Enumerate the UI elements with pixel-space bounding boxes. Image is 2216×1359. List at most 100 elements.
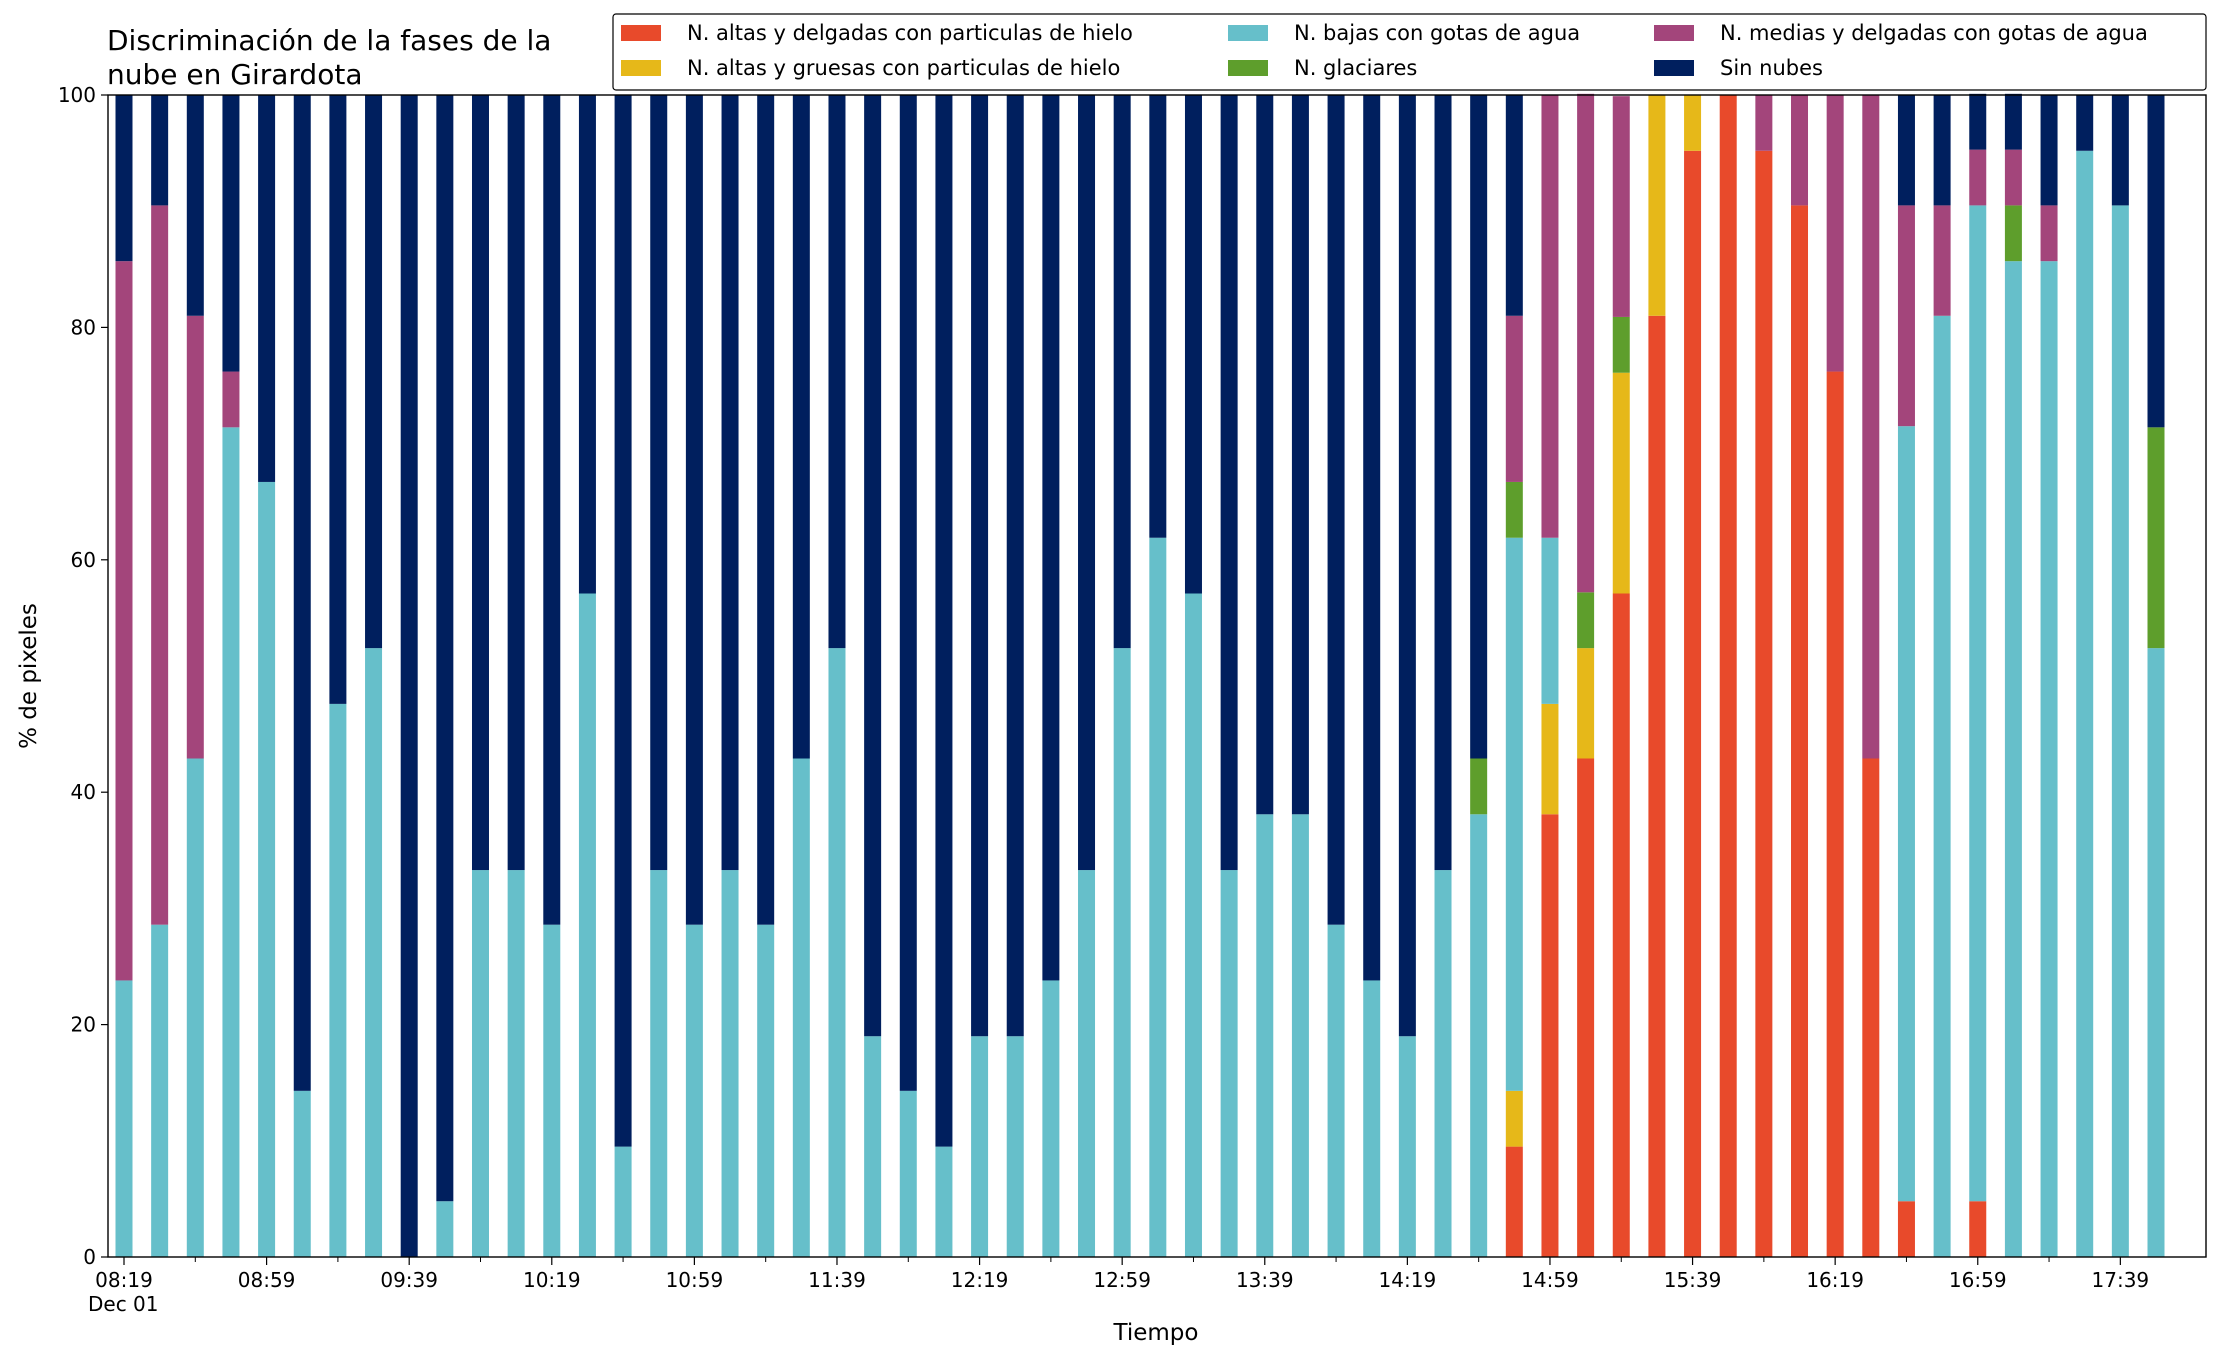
legend-swatch xyxy=(1654,60,1694,76)
bar-segment xyxy=(115,980,133,1257)
y-axis-label: % de pixeles xyxy=(16,603,42,749)
bar-segment xyxy=(436,95,454,1202)
bar-segment xyxy=(1505,95,1523,316)
bar-segment xyxy=(1078,870,1096,1257)
bar-segment xyxy=(1684,95,1702,151)
bar-segment xyxy=(685,95,703,925)
x-date-label: Dec 01 xyxy=(88,1292,159,1316)
bar-segment xyxy=(471,95,489,871)
bar-segment xyxy=(1505,537,1523,1091)
bar-segment xyxy=(792,95,810,759)
x-axis-label: Tiempo xyxy=(1113,1320,1199,1346)
bar-segment xyxy=(721,870,739,1257)
bar-segment xyxy=(1684,150,1702,1257)
x-tick-label: 08:19 xyxy=(95,1268,153,1292)
bar-segment xyxy=(757,924,775,1257)
bar-segment xyxy=(2111,95,2129,206)
bar-segment xyxy=(1897,426,1915,1202)
bar-segment xyxy=(1042,95,1060,981)
bar-segment xyxy=(935,95,953,1147)
bar-segment xyxy=(1006,95,1024,1037)
bar-segment xyxy=(614,95,632,1147)
bar-segment xyxy=(1933,95,1951,206)
bar-segment xyxy=(2111,205,2129,1257)
bar-segment xyxy=(757,95,775,925)
bar-segment xyxy=(792,758,810,1257)
bar-segment xyxy=(2040,261,2058,1257)
y-tick-label: 60 xyxy=(71,548,96,572)
bar-segment xyxy=(2147,95,2165,428)
bar-segment xyxy=(2004,205,2022,262)
bar-segment xyxy=(293,95,311,1091)
bar-segment xyxy=(2004,93,2022,150)
bar-segment xyxy=(2076,95,2094,151)
x-tick-label: 14:59 xyxy=(1521,1268,1579,1292)
bar-segment xyxy=(1398,95,1416,1037)
bar-segment xyxy=(1612,372,1630,594)
bar-segment xyxy=(1184,95,1202,594)
bar-segment xyxy=(258,95,276,482)
bar-segment xyxy=(1719,95,1737,1257)
bar-segment xyxy=(1541,95,1559,538)
bar-segment xyxy=(971,95,989,1037)
bar-segment xyxy=(1113,648,1131,1257)
legend-swatch xyxy=(1228,25,1268,41)
bar-segment xyxy=(1897,205,1915,427)
bar-segment xyxy=(899,1090,917,1257)
bar-segment xyxy=(1434,95,1452,871)
bar-segment xyxy=(2040,95,2058,206)
x-tick-label: 13:39 xyxy=(1236,1268,1294,1292)
bar-segment xyxy=(1577,592,1595,649)
bar-segment xyxy=(899,95,917,1091)
bar-segment xyxy=(935,1146,953,1257)
bar-segment xyxy=(1291,95,1309,815)
x-tick-label: 11:39 xyxy=(808,1268,866,1292)
bar-segment xyxy=(1755,95,1773,151)
bar-segment xyxy=(507,95,525,871)
y-tick-label: 100 xyxy=(58,83,96,107)
legend-label: N. glaciares xyxy=(1294,56,1417,80)
bar-segment xyxy=(1363,980,1381,1257)
bar-segment xyxy=(1933,315,1951,1257)
bar-segment xyxy=(2004,261,2022,1257)
bar-segment xyxy=(543,924,561,1257)
y-tick-label: 40 xyxy=(71,780,96,804)
bar-segment xyxy=(1862,95,1880,759)
bar-segment xyxy=(186,758,204,1257)
legend-swatch xyxy=(621,60,661,76)
bar-segment xyxy=(222,371,240,428)
bar-segment xyxy=(1969,1201,1987,1257)
plot-frame xyxy=(107,94,2207,1258)
bar-segment xyxy=(1363,95,1381,981)
chart-title: Discriminación de la fases de la xyxy=(107,24,551,57)
bar-segment xyxy=(1897,1201,1915,1257)
bar-segment xyxy=(1256,814,1274,1257)
bar-segment xyxy=(186,315,204,759)
bar-segment xyxy=(1256,95,1274,815)
bar-segment xyxy=(1541,537,1559,704)
bar-segment xyxy=(1969,205,1987,1202)
legend-label: N. bajas con gotas de agua xyxy=(1294,21,1580,45)
bar-segment xyxy=(614,1146,632,1257)
legend-swatch xyxy=(1654,25,1694,41)
bar-segment xyxy=(2076,150,2094,1257)
legend-label: N. altas y gruesas con particulas de hie… xyxy=(687,56,1120,80)
bar-segment xyxy=(2040,205,2058,262)
bar-segment xyxy=(1327,924,1345,1257)
x-tick-label: 10:59 xyxy=(666,1268,724,1292)
bar-segment xyxy=(258,481,276,1257)
bar-segment xyxy=(151,95,169,206)
bar-segment xyxy=(365,95,383,649)
bar-segment xyxy=(1577,93,1595,593)
legend-label: N. altas y delgadas con particulas de hi… xyxy=(687,21,1133,45)
y-tick-label: 20 xyxy=(71,1013,96,1037)
bar-segment xyxy=(650,95,668,871)
bar-segment xyxy=(1078,95,1096,871)
bar-segment xyxy=(329,95,347,704)
bar-segment xyxy=(400,95,418,1257)
bar-segment xyxy=(1505,1090,1523,1147)
x-tick-label: 16:19 xyxy=(1806,1268,1864,1292)
bar-segment xyxy=(1612,593,1630,1257)
bar-segment xyxy=(115,261,133,981)
bar-segment xyxy=(1648,315,1666,1257)
